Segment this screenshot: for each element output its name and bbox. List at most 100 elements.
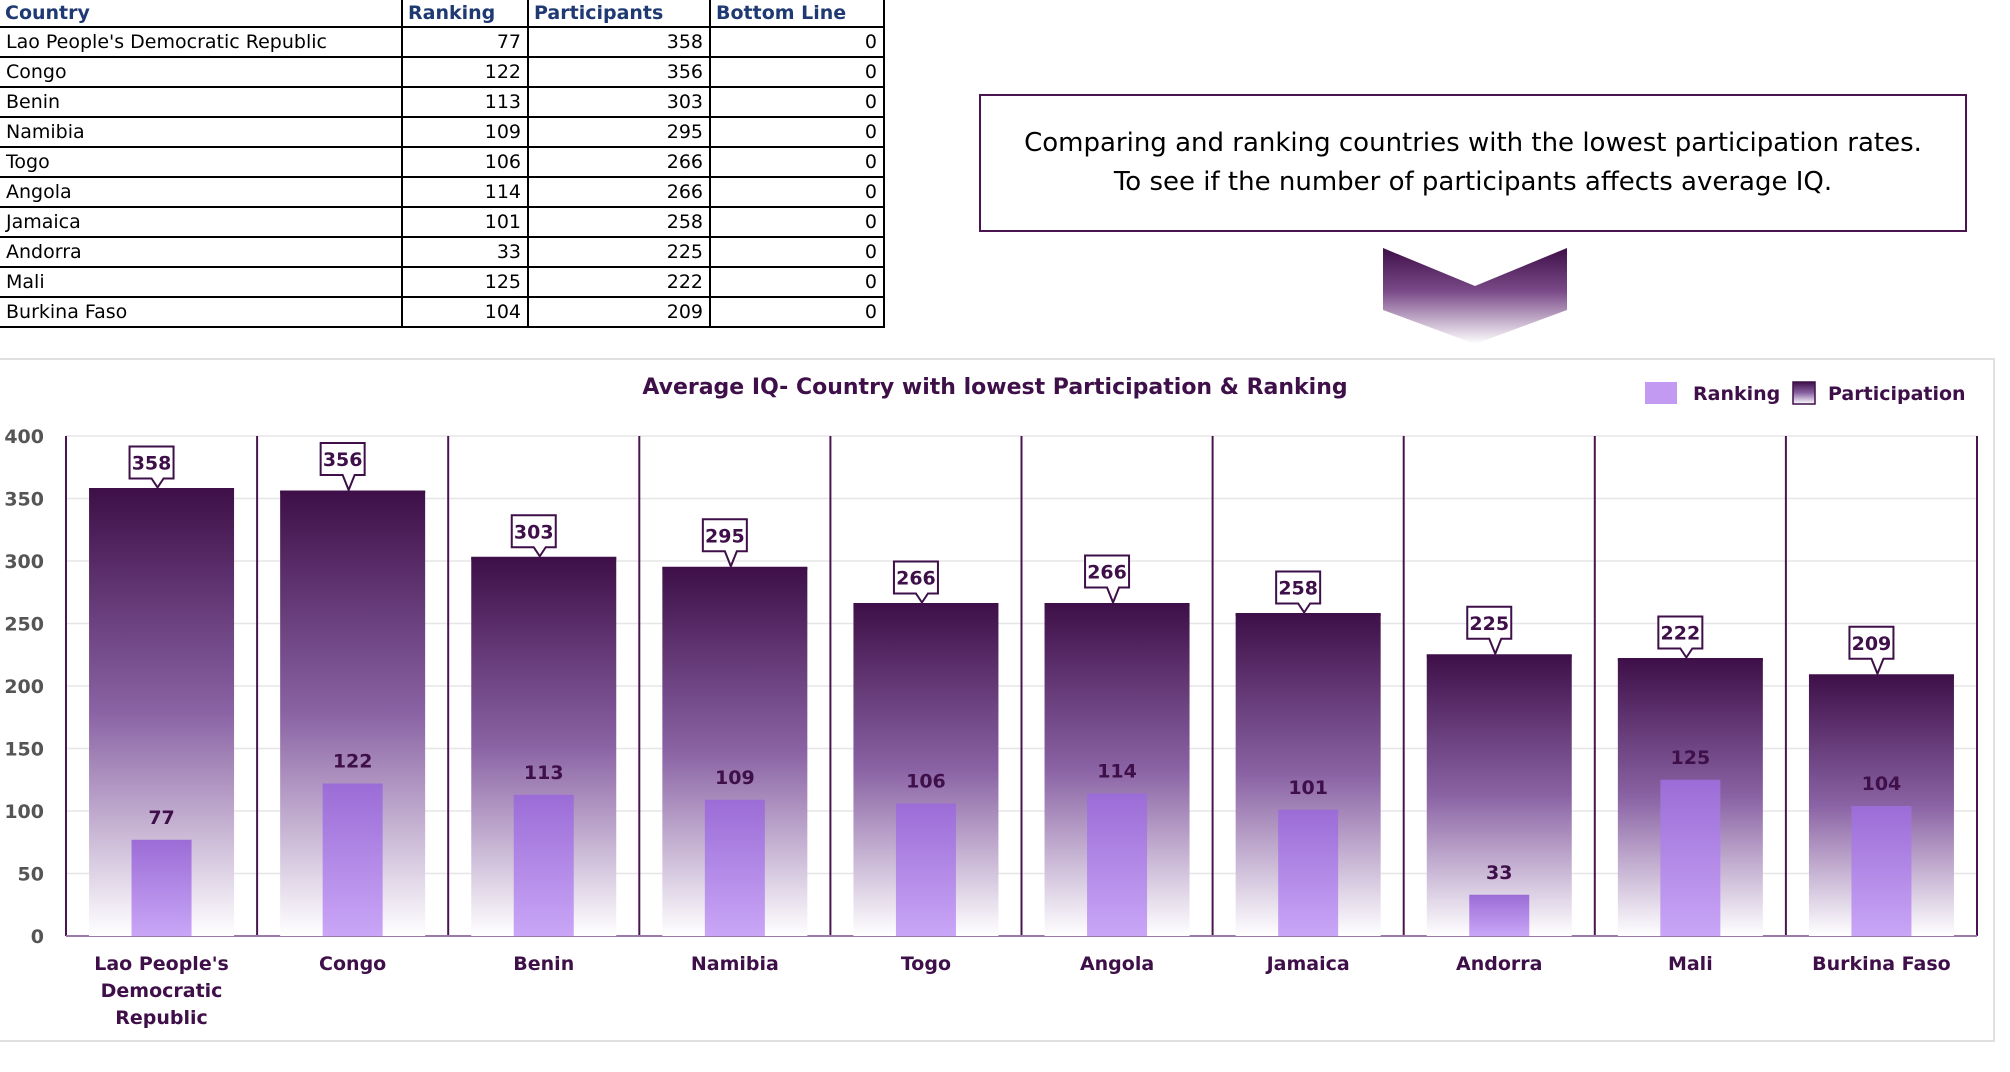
cell-participants: 266 [528, 147, 711, 178]
note-line-1: Comparing and ranking countries with the… [1024, 128, 1922, 158]
y-tick-label: 300 [4, 551, 44, 573]
y-tick-label: 200 [4, 676, 44, 698]
participation-data-label: 356 [323, 449, 363, 471]
cell-country: Togo [0, 147, 403, 178]
participation-data-label: 266 [896, 568, 936, 590]
ranking-data-label: 77 [148, 807, 174, 829]
ranking-data-label: 122 [333, 751, 373, 773]
participation-callout: 266 [892, 560, 939, 605]
chart: 0 50 100 150 200 250 300 350 400 77 358 Lao People… [4, 375, 1978, 1029]
cell-ranking: 106 [402, 147, 529, 178]
legend-swatch-ranking [1645, 382, 1677, 404]
participation-callout: 266 [1084, 554, 1131, 606]
cell-ranking: 33 [402, 237, 529, 268]
cell-participants: 258 [528, 207, 711, 238]
cell-ranking: 122 [402, 57, 529, 88]
table-row: Namibia 109 295 0 [0, 117, 885, 148]
x-tick-label: Mali [1668, 953, 1713, 975]
ranking-bar [1851, 806, 1912, 936]
cell-bottom-line: 0 [710, 87, 885, 118]
participation-data-label: 209 [1852, 633, 1892, 655]
ranking-data-label: 109 [715, 767, 755, 789]
participation-data-label: 225 [1469, 613, 1509, 635]
cell-ranking: 125 [402, 267, 529, 298]
x-tick-label: Namibia [691, 953, 779, 975]
participation-data-label: 358 [132, 453, 172, 475]
x-tick-label: Lao People's Democratic Republic [94, 953, 229, 1029]
cell-bottom-line: 0 [710, 117, 885, 148]
ranking-bar [1087, 793, 1148, 936]
table-header-row: Country Ranking Participants Bottom Line [0, 0, 885, 28]
cell-bottom-line: 0 [710, 177, 885, 208]
cell-country: Namibia [0, 117, 403, 148]
cell-participants: 209 [528, 297, 711, 328]
ranking-data-label: 33 [1486, 862, 1512, 884]
table-row: Burkina Faso 104 209 0 [0, 297, 885, 328]
x-tick-label: Andorra [1456, 953, 1542, 975]
cell-participants: 303 [528, 87, 711, 118]
ranking-bar [513, 794, 574, 936]
participation-callout: 222 [1657, 615, 1704, 660]
cell-country: Jamaica [0, 207, 403, 238]
ranking-data-label: 125 [1671, 747, 1711, 769]
table-row: Mali 125 222 0 [0, 267, 885, 298]
participation-callout: 295 [701, 518, 748, 569]
header-bottom-line: Bottom Line [710, 0, 885, 28]
cell-ranking: 114 [402, 177, 529, 208]
y-tick-label: 150 [4, 739, 44, 761]
cell-bottom-line: 0 [710, 27, 885, 58]
table-row: Congo 122 356 0 [0, 57, 885, 88]
x-tick-label: Jamaica [1265, 953, 1350, 975]
cell-participants: 358 [528, 27, 711, 58]
chart-title: Average IQ- Country with lowest Particip… [642, 375, 1347, 400]
cell-bottom-line: 0 [710, 267, 885, 298]
x-tick-label: Benin [513, 953, 574, 975]
cell-country: Burkina Faso [0, 297, 403, 328]
table-row: Lao People's Democratic Republic 77 358 0 [0, 27, 885, 58]
legend-label-ranking: Ranking [1693, 383, 1780, 405]
cell-participants: 222 [528, 267, 711, 298]
cell-country: Mali [0, 267, 403, 298]
table-row: Angola 114 266 0 [0, 177, 885, 208]
cell-country: Angola [0, 177, 403, 208]
cell-ranking: 109 [402, 117, 529, 148]
cell-country: Lao People's Democratic Republic [0, 27, 403, 58]
cell-bottom-line: 0 [710, 147, 885, 178]
ranking-bar [1278, 809, 1339, 936]
participation-callout: 209 [1848, 625, 1895, 677]
participation-callout: 358 [128, 445, 175, 490]
legend-swatch-participation [1792, 381, 1816, 405]
note-box: Comparing and ranking countries with the… [979, 94, 1967, 232]
cell-participants: 356 [528, 57, 711, 88]
cell-bottom-line: 0 [710, 207, 885, 238]
x-tick-label: Angola [1080, 953, 1154, 975]
ranking-bar [322, 783, 383, 936]
legend: Ranking Participation [1645, 381, 1966, 405]
ranking-bar [1660, 779, 1721, 936]
ranking-bar [895, 803, 956, 936]
y-tick-label: 100 [4, 801, 44, 823]
participation-callout: 303 [510, 514, 557, 559]
ranking-data-label: 101 [1288, 777, 1328, 799]
y-tick-label: 0 [31, 926, 44, 948]
participation-data-label: 266 [1087, 562, 1127, 584]
cell-ranking: 113 [402, 87, 529, 118]
x-tick-label: Burkina Faso [1812, 953, 1951, 975]
x-tick-label: Togo [901, 953, 951, 975]
table-row: Togo 106 266 0 [0, 147, 885, 178]
ranking-bar [704, 799, 765, 936]
participation-data-label: 222 [1661, 623, 1701, 645]
header-participants: Participants [528, 0, 711, 28]
cell-participants: 295 [528, 117, 711, 148]
cell-ranking: 104 [402, 297, 529, 328]
table-row: Jamaica 101 258 0 [0, 207, 885, 238]
table-row: Benin 113 303 0 [0, 87, 885, 118]
ranking-bar [1469, 894, 1530, 936]
y-tick-label: 400 [4, 426, 44, 448]
participation-callout: 258 [1275, 570, 1322, 615]
cell-bottom-line: 0 [710, 57, 885, 88]
data-table: Country Ranking Participants Bottom Line… [0, 0, 885, 328]
participation-data-label: 295 [705, 525, 745, 547]
note-line-2: To see if the number of participants aff… [1113, 167, 1833, 197]
cell-bottom-line: 0 [710, 237, 885, 268]
